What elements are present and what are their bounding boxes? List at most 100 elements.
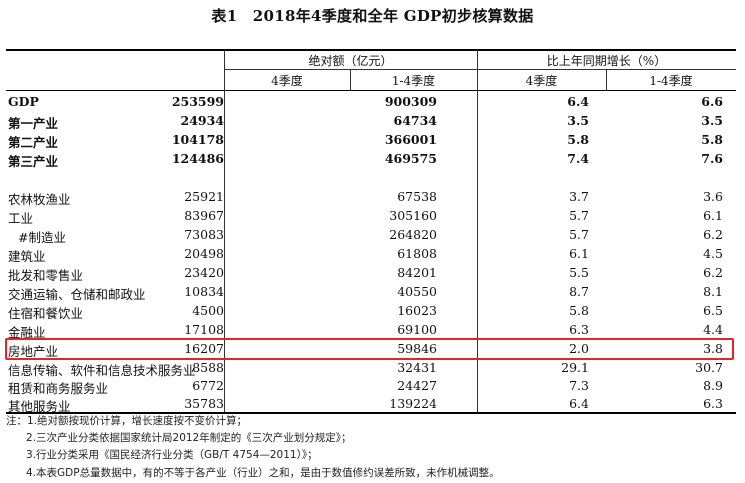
cell-annual-absolute: 469575 bbox=[384, 151, 437, 166]
row-label: 批发和零售业 bbox=[8, 268, 84, 283]
table-row: 批发和零售业 23420 84201 5.5 6.2 bbox=[6, 264, 736, 283]
cell-q4-growth: 5.8 bbox=[569, 303, 589, 318]
col-border-1 bbox=[224, 50, 225, 412]
cell-q4-growth: 7.4 bbox=[567, 151, 589, 166]
cell-q4-absolute: 16207 bbox=[184, 341, 224, 356]
header-q4-growth: 4季度 bbox=[525, 74, 558, 88]
cell-annual-absolute: 16023 bbox=[397, 303, 437, 318]
cell-annual-growth: 3.8 bbox=[703, 341, 723, 356]
cell-q4-growth: 5.7 bbox=[569, 227, 589, 242]
cell-q4-growth: 5.5 bbox=[569, 265, 589, 280]
row-label: 交通运输、仓储和邮政业 bbox=[8, 287, 146, 302]
cell-annual-absolute: 139224 bbox=[389, 396, 437, 411]
table-row: 建筑业 20498 61808 6.1 4.5 bbox=[6, 245, 736, 264]
table-row: 第一产业 24934 64734 3.5 3.5 bbox=[6, 112, 736, 131]
table-notes: 注：1.绝对额按现价计算，增长速度按不变价计算； 2.三次产业分类依据国家统计局… bbox=[6, 413, 500, 482]
cell-annual-growth: 5.8 bbox=[701, 132, 723, 147]
cell-q4-absolute: 253599 bbox=[171, 94, 224, 109]
header-annual-absolute: 1-4季度 bbox=[391, 74, 436, 88]
table-row: 第二产业 104178 366001 5.8 5.8 bbox=[6, 131, 736, 150]
cell-q4-growth: 6.4 bbox=[569, 396, 589, 411]
note-line: 2.三次产业分类依据国家统计局2012年制定的《三次产业划分规定》； bbox=[26, 432, 352, 445]
row-label: 住宿和餐饮业 bbox=[8, 306, 84, 321]
table-row: 信息传输、软件和信息技术服务业 8588 32431 29.1 30.7 bbox=[6, 359, 736, 378]
cell-q4-absolute: 10834 bbox=[184, 284, 224, 299]
header-annual-growth: 1-4季度 bbox=[649, 74, 693, 88]
row-label: GDP bbox=[8, 94, 39, 109]
cell-annual-growth: 6.6 bbox=[701, 94, 723, 109]
cell-annual-absolute: 61808 bbox=[397, 246, 437, 261]
cell-q4-growth: 6.1 bbox=[569, 246, 589, 261]
cell-q4-growth: 6.4 bbox=[567, 94, 589, 109]
row-label: 工业 bbox=[8, 211, 34, 226]
cell-q4-growth: 5.8 bbox=[567, 132, 589, 147]
cell-annual-growth: 6.3 bbox=[703, 396, 723, 411]
cell-q4-absolute: 20498 bbox=[184, 246, 224, 261]
row-label: 第一产业 bbox=[8, 116, 59, 131]
cell-annual-absolute: 366001 bbox=[384, 132, 437, 147]
note-line: 4.本表GDP总量数据中，有的不等于各产业（行业）之和，是由于数值修约误差所致，… bbox=[26, 466, 500, 479]
row-highlight-box bbox=[5, 338, 734, 360]
cell-annual-absolute: 900309 bbox=[384, 94, 437, 109]
row-label: 农林牧渔业 bbox=[8, 192, 71, 207]
cell-annual-growth: 4.5 bbox=[703, 246, 723, 261]
row-label: 信息传输、软件和信息技术服务业 bbox=[8, 363, 196, 378]
cell-annual-absolute: 69100 bbox=[397, 322, 437, 337]
table-row: 金融业 17108 69100 6.3 4.4 bbox=[6, 321, 736, 340]
table-row-real-estate: 房地产业 16207 59846 2.0 3.8 bbox=[6, 340, 736, 359]
cell-annual-absolute: 24427 bbox=[397, 378, 437, 393]
row-label: 第二产业 bbox=[8, 135, 59, 150]
header-bottom-rule bbox=[6, 90, 736, 91]
top-rule bbox=[6, 49, 736, 51]
note-line: 注：1.绝对额按现价计算，增长速度按不变价计算； bbox=[6, 415, 248, 427]
row-label: #制造业 bbox=[18, 230, 66, 245]
cell-q4-growth: 7.3 bbox=[569, 378, 589, 393]
row-label: 租赁和商务服务业 bbox=[8, 381, 109, 396]
cell-q4-absolute: 4500 bbox=[192, 303, 224, 318]
cell-annual-absolute: 64734 bbox=[393, 113, 438, 128]
cell-q4-absolute: 35783 bbox=[184, 396, 224, 411]
row-label: 第三产业 bbox=[8, 154, 59, 169]
cell-q4-absolute: 6772 bbox=[192, 378, 224, 393]
table-row: 租赁和商务服务业 6772 24427 7.3 8.9 bbox=[6, 377, 736, 396]
cell-q4-growth: 8.7 bbox=[569, 284, 589, 299]
bottom-rule bbox=[6, 412, 736, 414]
col-border-3 bbox=[477, 50, 478, 412]
cell-q4-absolute: 83967 bbox=[184, 208, 224, 223]
cell-annual-growth: 8.1 bbox=[703, 284, 723, 299]
note-line: 3.行业分类采用《国民经济行业分类（GB/T 4754—2011）》； bbox=[26, 449, 318, 462]
cell-q4-growth: 3.7 bbox=[569, 189, 589, 204]
cell-annual-absolute: 32431 bbox=[397, 360, 437, 375]
cell-q4-absolute: 8588 bbox=[192, 360, 224, 375]
cell-annual-absolute: 264820 bbox=[389, 227, 437, 242]
cell-annual-growth: 6.2 bbox=[703, 265, 723, 280]
cell-annual-growth: 3.6 bbox=[703, 189, 723, 204]
cell-q4-growth: 5.7 bbox=[569, 208, 589, 223]
cell-q4-growth: 29.1 bbox=[561, 360, 589, 375]
cell-annual-growth: 7.6 bbox=[701, 151, 723, 166]
table-row: 第三产业 124486 469575 7.4 7.6 bbox=[6, 150, 736, 169]
table-title: 表1 2018年4季度和全年 GDP初步核算数据 bbox=[211, 7, 534, 25]
cell-q4-absolute: 73083 bbox=[184, 227, 224, 242]
cell-annual-growth: 30.7 bbox=[695, 360, 723, 375]
cell-annual-absolute: 40550 bbox=[397, 284, 437, 299]
cell-q4-absolute: 24934 bbox=[180, 113, 225, 128]
table-row: 工业 83967 305160 5.7 6.1 bbox=[6, 207, 736, 226]
table-row: 农林牧渔业 25921 67538 3.7 3.6 bbox=[6, 188, 736, 207]
cell-annual-growth: 3.5 bbox=[701, 113, 723, 128]
header-divider bbox=[224, 69, 736, 70]
cell-annual-growth: 6.5 bbox=[703, 303, 723, 318]
cell-annual-absolute: 305160 bbox=[389, 208, 437, 223]
cell-annual-growth: 6.1 bbox=[703, 208, 723, 223]
cell-annual-absolute: 67538 bbox=[397, 189, 437, 204]
cell-annual-absolute: 84201 bbox=[397, 265, 437, 280]
cell-q4-absolute: 25921 bbox=[184, 189, 224, 204]
table-row: 住宿和餐饮业 4500 16023 5.8 6.5 bbox=[6, 302, 736, 321]
col-border-2 bbox=[350, 69, 351, 90]
cell-q4-absolute: 104178 bbox=[171, 132, 224, 147]
table-row: 其他服务业 35783 139224 6.4 6.3 bbox=[6, 395, 736, 414]
header-growth-group: 比上年同期增长（%） bbox=[546, 54, 667, 68]
cell-annual-absolute: 59846 bbox=[397, 341, 437, 356]
header-q4-absolute: 4季度 bbox=[271, 74, 303, 88]
cell-q4-growth: 2.0 bbox=[569, 341, 589, 356]
